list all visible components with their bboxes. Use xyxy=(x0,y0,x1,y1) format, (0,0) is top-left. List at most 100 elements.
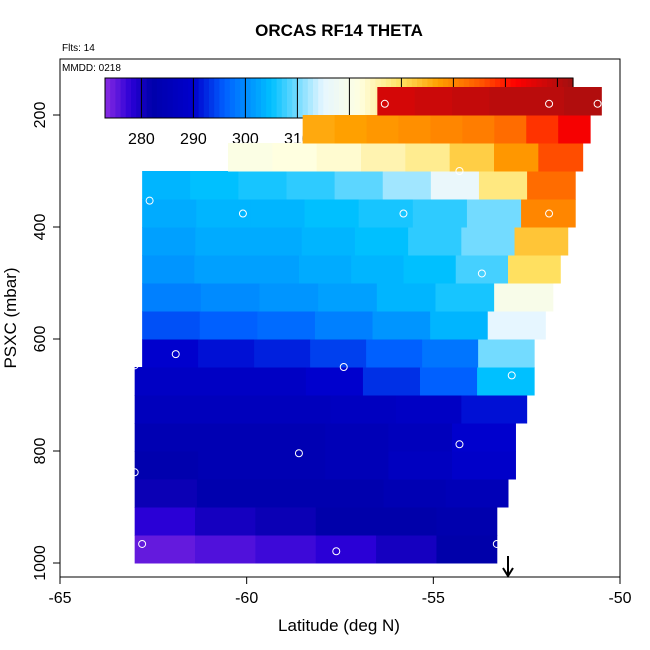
sample-point xyxy=(545,99,554,108)
heatmap-cell xyxy=(455,255,509,284)
y-tick-label: 400 xyxy=(32,214,49,241)
heatmap-cell xyxy=(538,143,584,172)
heatmap-cell xyxy=(228,143,273,172)
heatmap-cell xyxy=(452,451,516,480)
heatmap-cell xyxy=(478,171,528,200)
heatmap-cell xyxy=(200,283,260,312)
heatmap-cell xyxy=(422,339,479,368)
heatmap-cell xyxy=(396,395,462,424)
colorbar-segment xyxy=(110,78,116,118)
heatmap-cell xyxy=(398,115,431,144)
heatmap-cell xyxy=(259,479,322,508)
heatmap-cell xyxy=(436,535,498,564)
heatmap-cell xyxy=(198,339,255,368)
colorbar-tick-label: 280 xyxy=(128,131,155,148)
colorbar-segment xyxy=(344,78,350,118)
heatmap-cell xyxy=(301,227,356,256)
heatmap-cell xyxy=(134,451,199,480)
heatmap-cell xyxy=(134,535,196,564)
heatmap-cell xyxy=(388,423,453,452)
colorbar-segment xyxy=(328,78,335,118)
colorbar-segment xyxy=(172,78,179,118)
heatmap-cell xyxy=(142,311,201,340)
heatmap-cell xyxy=(383,479,447,508)
heatmap-cell xyxy=(494,143,539,172)
x-tick-label: -55 xyxy=(422,590,445,607)
colorbar-segment xyxy=(250,78,257,118)
heatmap-cell xyxy=(246,255,300,284)
heatmap-cell xyxy=(376,535,437,564)
colorbar-segment xyxy=(287,78,293,118)
sample-point xyxy=(332,547,341,556)
colorbar-segment xyxy=(365,78,371,118)
colorbar-segment xyxy=(203,78,210,118)
colorbar-segment xyxy=(125,78,132,118)
heatmap-cell xyxy=(526,87,565,116)
heatmap-cell xyxy=(461,395,528,424)
colorbar-segment xyxy=(339,78,345,118)
heatmap-cell xyxy=(316,143,362,172)
heatmap-cell xyxy=(315,507,377,536)
down-arrow-icon xyxy=(502,556,514,578)
heatmap-cell xyxy=(196,479,260,508)
heatmap-cell xyxy=(430,115,463,144)
heatmap-cell xyxy=(461,227,516,256)
heatmap-cell xyxy=(564,87,602,116)
heatmap-cell xyxy=(412,199,468,228)
colorbar-segment xyxy=(292,78,298,118)
heatmap-cell xyxy=(314,311,374,340)
colorbar-segment xyxy=(261,78,267,118)
chart-title: ORCAS RF14 THETA xyxy=(255,21,423,40)
heatmap-cell xyxy=(190,171,239,200)
heatmap-cell xyxy=(134,423,199,452)
heatmap-cell xyxy=(196,199,251,228)
heatmap-cell xyxy=(377,87,416,116)
heatmap-cell xyxy=(558,115,591,144)
sample-point xyxy=(399,209,408,218)
y-axis: 200 400 600 800 1000 xyxy=(32,102,60,581)
colorbar-segment xyxy=(219,78,226,118)
heatmap-cell xyxy=(198,423,263,452)
heatmap-cell xyxy=(261,423,326,452)
colorbar-segment xyxy=(240,78,246,118)
heatmap-cell xyxy=(265,395,332,424)
x-tick-label: -60 xyxy=(235,590,258,607)
colorbar-segment xyxy=(198,78,205,118)
colorbar-segment xyxy=(146,78,153,118)
plot-frame xyxy=(59,58,621,578)
sample-point xyxy=(339,363,348,371)
colorbar-segment xyxy=(297,78,304,118)
sample-point xyxy=(171,350,180,359)
heatmap-cells xyxy=(134,87,602,564)
heatmap-cell xyxy=(330,395,397,424)
colorbar-segment xyxy=(141,78,148,118)
heatmap-cell xyxy=(315,535,377,564)
heatmap-cell xyxy=(372,311,431,340)
colorbar-tick-label: 290 xyxy=(180,131,207,148)
colorbar-segment xyxy=(266,78,272,118)
sample-points xyxy=(130,99,602,556)
colorbar-segment xyxy=(307,78,314,118)
colorbar-segment xyxy=(359,78,366,118)
colorbar-segment xyxy=(245,78,252,118)
colorbar-segment xyxy=(255,78,262,118)
sample-point xyxy=(507,371,516,380)
heatmap-cell xyxy=(408,227,462,256)
sample-point xyxy=(455,440,464,449)
heatmap-cell xyxy=(361,143,406,172)
heatmap-cell xyxy=(445,479,509,508)
colorbar-segment xyxy=(333,78,340,118)
heatmap-cell xyxy=(272,143,318,172)
sample-point xyxy=(545,209,554,218)
heatmap-cell xyxy=(134,395,201,424)
heatmap-cell xyxy=(449,143,495,172)
heatmap-cell xyxy=(248,367,307,396)
y-tick-label: 200 xyxy=(32,102,49,129)
x-tick-label: -50 xyxy=(608,590,631,607)
heatmap-cell xyxy=(198,451,263,480)
heatmap-cell xyxy=(382,171,432,200)
heatmap-cell xyxy=(508,255,561,284)
heatmap-cell xyxy=(142,199,197,228)
heatmap-cell xyxy=(351,255,404,284)
sample-point xyxy=(593,99,602,108)
